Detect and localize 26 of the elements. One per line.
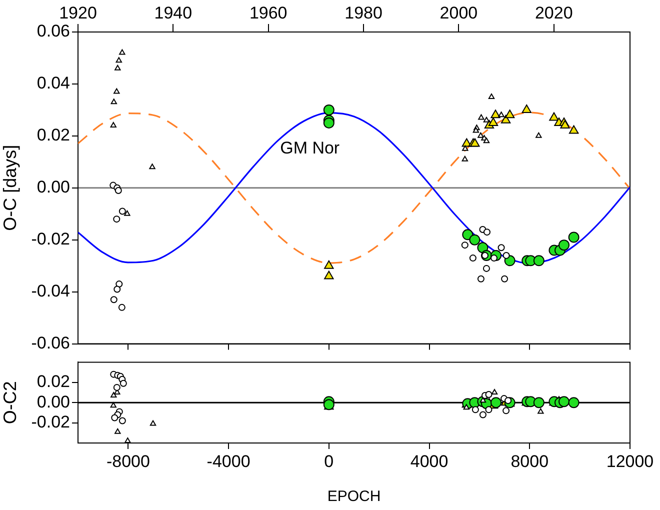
annotation: GM Nor	[280, 138, 340, 158]
x2-tick-label: 2020	[534, 3, 573, 22]
x-axis-title: EPOCH	[327, 488, 381, 506]
x-tick-label: 8000	[510, 452, 549, 471]
x-tick-label: -4000	[206, 452, 250, 471]
y-tick-label: -0.02	[31, 230, 70, 249]
x2-tick-label: 2000	[440, 3, 478, 22]
y-tick-label: 0.02	[36, 126, 70, 145]
y-tick-label: 0.04	[36, 74, 70, 93]
x-tick-label: -8000	[106, 452, 150, 471]
x2-tick-label: 1920	[59, 3, 97, 22]
x-tick-label: 12000	[606, 452, 654, 471]
x-tick-label: 0	[324, 452, 334, 471]
x2-tick-label: 1960	[249, 3, 288, 22]
y-tick-label: -0.02	[31, 412, 70, 432]
y-tick-label: -0.06	[31, 333, 70, 352]
y-axis-title: O-C [days]	[0, 144, 20, 231]
y-tick-label: -0.04	[31, 282, 70, 301]
x2-tick-label: 1940	[154, 3, 192, 22]
y-tick-label: 0.02	[36, 372, 70, 392]
y-tick-label: 0.00	[36, 392, 70, 412]
y-axis-title: O-C2	[0, 381, 20, 424]
x2-tick-label: 1980	[344, 3, 382, 22]
y-tick-label: 0.06	[36, 22, 70, 41]
x-tick-label: 4000	[410, 452, 448, 471]
y-tick-label: 0.00	[36, 178, 70, 197]
